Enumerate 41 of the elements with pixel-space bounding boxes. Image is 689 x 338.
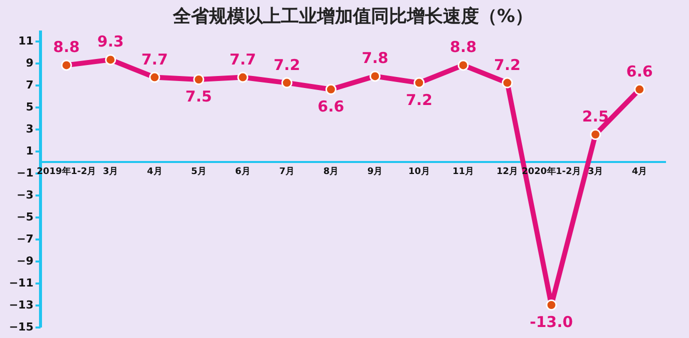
y-tick-label: 3 (26, 122, 34, 136)
data-label: 7.2 (494, 56, 521, 74)
data-label: 9.3 (97, 32, 124, 51)
y-tick-label: −1 (16, 166, 34, 180)
x-tick-label: 9月 (367, 166, 383, 177)
x-tick-label: 7月 (279, 166, 295, 177)
x-tick-label: 6月 (235, 166, 250, 177)
chart-title: 全省规模以上工业增加值同比增长速度（%） (172, 6, 534, 27)
x-tick-label: 3月 (102, 166, 118, 177)
y-tick-label: 7 (26, 78, 34, 92)
data-label: 2.5 (582, 108, 609, 126)
x-tick-label: 12月 (496, 166, 518, 177)
data-label: 7.7 (141, 50, 168, 68)
y-tick-label: −5 (16, 210, 34, 224)
data-label: -13.0 (530, 313, 574, 331)
y-tick-label: −3 (16, 188, 34, 202)
data-label: 6.6 (318, 97, 344, 116)
x-tick-label: 11月 (452, 166, 474, 177)
y-tick-label: −9 (16, 254, 34, 268)
x-tick-label: 4月 (632, 166, 648, 177)
y-tick-label: 5 (26, 100, 34, 114)
y-tick-label: 1 (26, 144, 34, 158)
data-label: 7.5 (185, 88, 212, 106)
y-tick-label: −15 (8, 320, 34, 334)
y-tick-label: 9 (26, 56, 34, 70)
data-label: 7.8 (362, 49, 388, 68)
y-tick-label: 11 (18, 34, 34, 48)
x-tick-label: 4月 (146, 166, 162, 177)
x-tick-label: 10月 (408, 166, 430, 177)
y-tick-label: −11 (8, 276, 34, 290)
data-label: 8.8 (53, 38, 80, 56)
data-label: 7.2 (274, 56, 300, 74)
data-label: 8.8 (450, 38, 476, 56)
x-tick-label: 8月 (323, 166, 339, 177)
data-label: 7.2 (406, 90, 432, 109)
data-label: 7.7 (230, 50, 256, 68)
y-tick-label: −13 (8, 298, 34, 312)
data-label: 6.6 (626, 62, 653, 80)
x-tick-label: 3月 (588, 166, 604, 177)
y-tick-label: −7 (16, 232, 34, 246)
x-tick-label: 5月 (191, 166, 206, 177)
